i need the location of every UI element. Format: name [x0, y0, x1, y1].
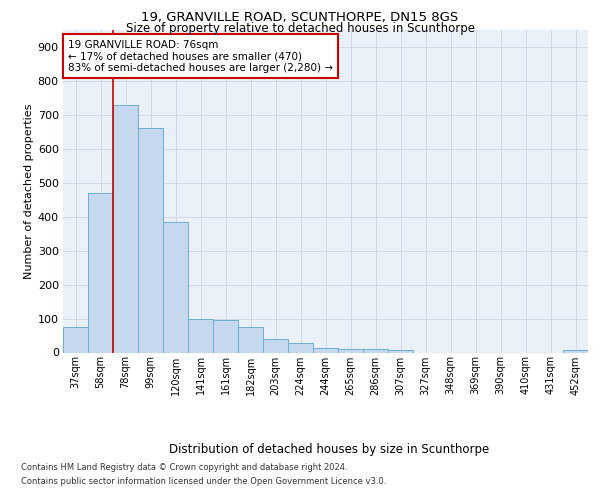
Bar — [338, 349, 363, 352]
Text: 19, GRANVILLE ROAD, SCUNTHORPE, DN15 8GS: 19, GRANVILLE ROAD, SCUNTHORPE, DN15 8GS — [142, 11, 458, 24]
Y-axis label: Number of detached properties: Number of detached properties — [23, 104, 34, 279]
Bar — [63, 327, 88, 352]
Text: Contains public sector information licensed under the Open Government Licence v3: Contains public sector information licen… — [21, 477, 386, 486]
Bar — [188, 318, 213, 352]
Bar — [238, 327, 263, 352]
Bar — [213, 320, 238, 352]
Text: Contains HM Land Registry data © Crown copyright and database right 2024.: Contains HM Land Registry data © Crown c… — [21, 464, 347, 472]
Bar — [113, 104, 138, 352]
Text: Distribution of detached houses by size in Scunthorpe: Distribution of detached houses by size … — [169, 442, 489, 456]
Bar — [363, 350, 388, 352]
Bar — [88, 193, 113, 352]
Bar — [563, 350, 588, 352]
Bar — [388, 350, 413, 352]
Bar — [313, 348, 338, 352]
Bar — [288, 344, 313, 352]
Text: Size of property relative to detached houses in Scunthorpe: Size of property relative to detached ho… — [125, 22, 475, 35]
Bar — [263, 339, 288, 352]
Text: 19 GRANVILLE ROAD: 76sqm
← 17% of detached houses are smaller (470)
83% of semi-: 19 GRANVILLE ROAD: 76sqm ← 17% of detach… — [68, 40, 333, 73]
Bar — [138, 128, 163, 352]
Bar — [163, 222, 188, 352]
